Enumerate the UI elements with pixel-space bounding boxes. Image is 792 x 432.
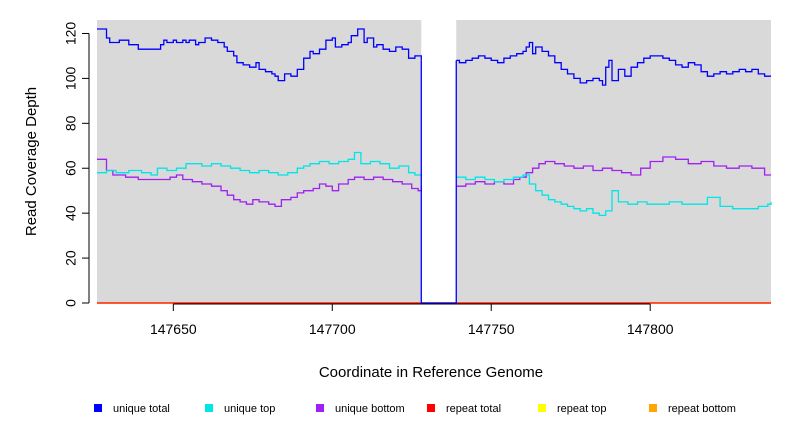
- legend-swatch: [649, 404, 657, 412]
- x-tick-label: 147650: [150, 321, 197, 337]
- x-tick-label: 147750: [468, 321, 515, 337]
- legend-label: repeat top: [557, 403, 607, 415]
- y-tick-label: 120: [63, 22, 79, 46]
- y-tick-label: 60: [63, 160, 79, 176]
- legend: unique total unique top unique bottom repea…: [94, 403, 736, 415]
- series-layer: [97, 28, 772, 304]
- x-axis-title: Coordinate in Reference Genome: [319, 364, 543, 381]
- legend-label: unique bottom: [335, 403, 405, 415]
- series-line-unique-top-1: [97, 151, 422, 178]
- legend-swatch: [94, 404, 102, 412]
- x-tick-label: 147700: [309, 321, 356, 337]
- legend-swatch: [205, 404, 213, 412]
- legend-label: unique total: [113, 403, 170, 415]
- legend-swatch: [316, 404, 324, 412]
- y-tick-label: 0: [63, 299, 79, 307]
- legend-label: repeat total: [446, 403, 501, 415]
- y-tick-label: 20: [63, 250, 79, 266]
- x-tick-label: 147800: [627, 321, 674, 337]
- series-line-unique-bottom-2: [456, 156, 771, 187]
- legend-label: unique top: [224, 403, 275, 415]
- series-line-unique-bottom-1: [97, 158, 422, 208]
- series-line-unique-total-gap: [420, 60, 457, 304]
- series-line-unique-top-2: [456, 174, 772, 217]
- legend-swatch: [538, 404, 546, 412]
- y-axis-ticks: 0 20 40 60 80 100 120: [63, 22, 89, 307]
- y-tick-label: 100: [63, 67, 79, 91]
- series-line-unique-total-1: [97, 28, 422, 82]
- legend-label: repeat bottom: [668, 403, 736, 415]
- y-axis-title: Read Coverage Depth: [23, 87, 40, 236]
- gap-region: [421, 20, 457, 303]
- legend-swatch: [427, 404, 435, 412]
- y-tick-label: 40: [63, 205, 79, 221]
- series-line-unique-total-2: [456, 41, 771, 86]
- x-axis-ticks: 147650 147700 147750 147800: [150, 304, 674, 337]
- y-tick-label: 80: [63, 115, 79, 131]
